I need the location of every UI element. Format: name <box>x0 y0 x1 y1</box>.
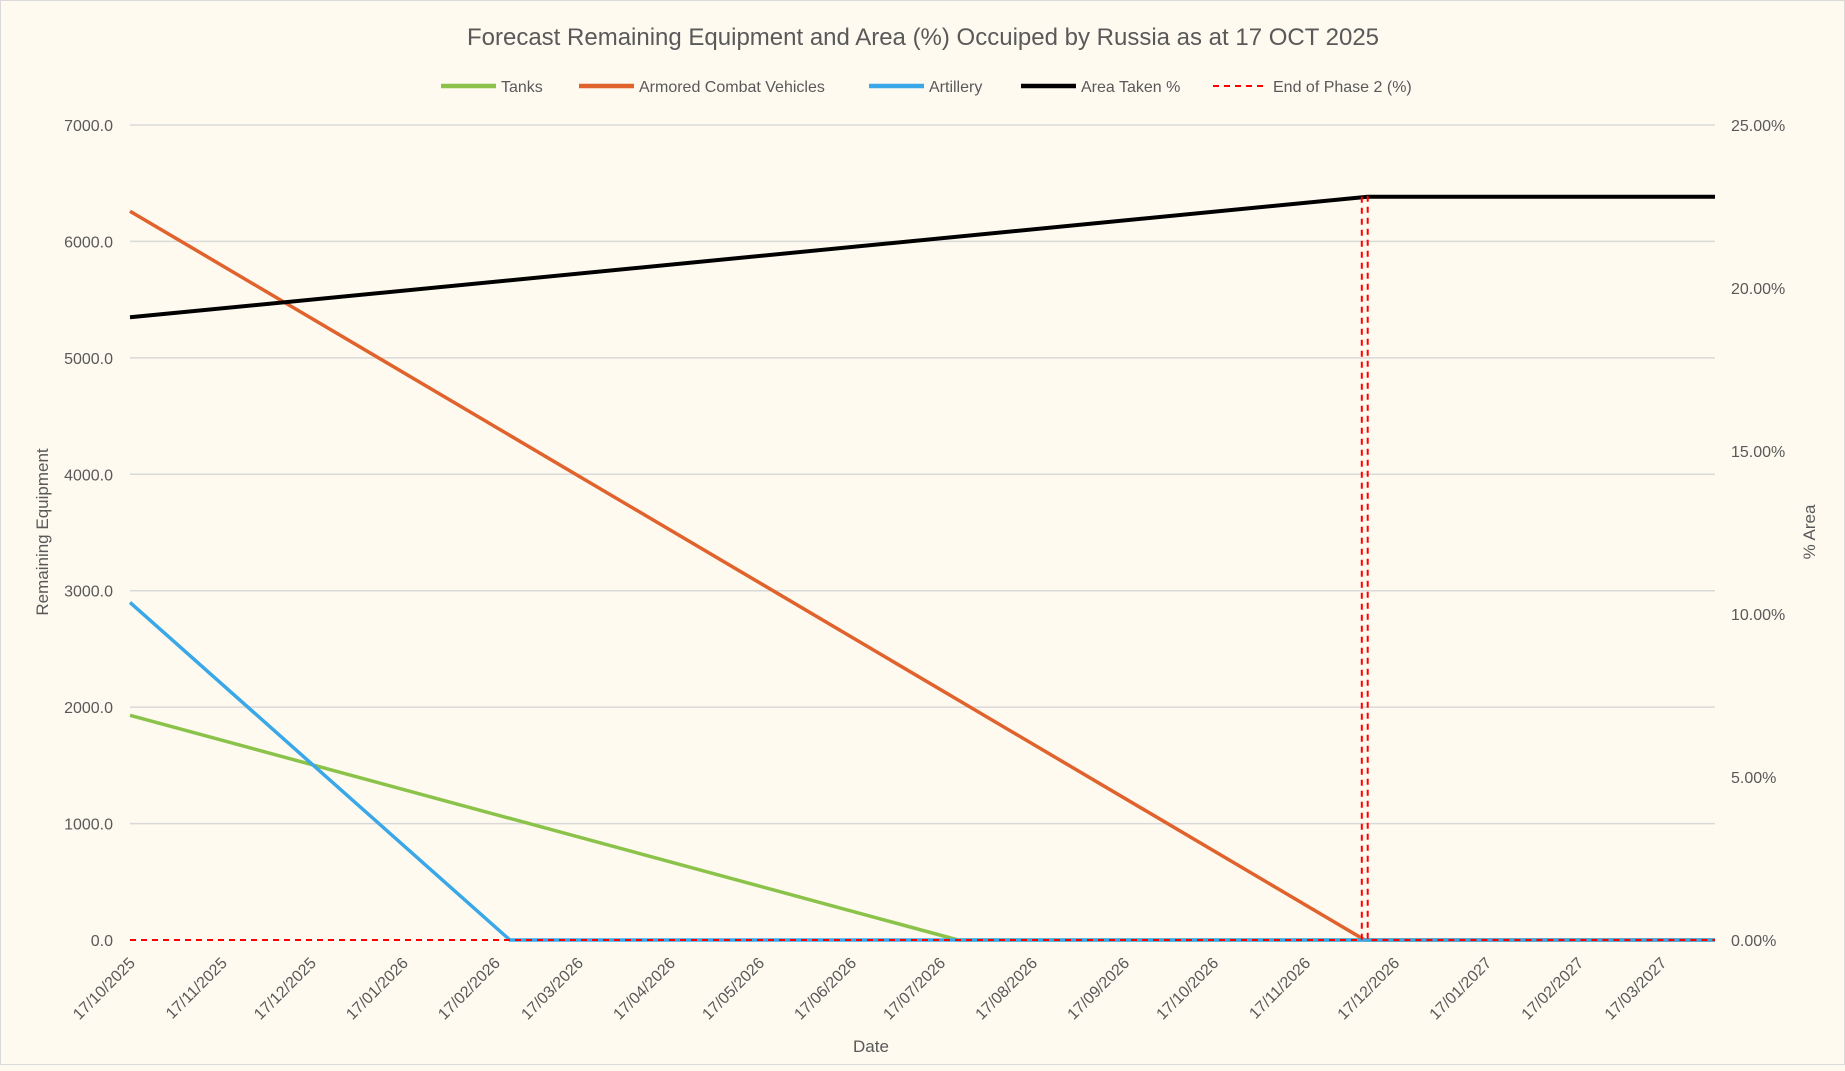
series-line-artillery <box>128 601 1715 942</box>
x-axis-title: Date <box>853 1037 889 1056</box>
legend: Tanks Armored Combat Vehicles Artillery Are… <box>441 79 1412 96</box>
chart-title: Forecast Remaining Equipment and Area (%… <box>467 24 1379 51</box>
x-tick-label: 17/11/2026 <box>1246 955 1314 1023</box>
y2-axis-ticks: 0.00% 5.00% 10.00% 15.00% 20.00% 25.00% <box>1731 118 1785 950</box>
x-tick-label: 17/10/2025 <box>70 955 139 1024</box>
legend-label: Armored Combat Vehicles <box>639 79 825 96</box>
x-tick-label: 17/08/2026 <box>973 955 1042 1024</box>
x-tick-label: 17/03/2027 <box>1602 955 1671 1024</box>
y2-tick-label: 25.00% <box>1731 118 1785 135</box>
x-tick-label: 17/12/2026 <box>1335 955 1404 1024</box>
x-tick-label: 17/02/2027 <box>1519 955 1588 1024</box>
series-line-end-of-phase-2 <box>130 195 1715 941</box>
y-tick-label: 6000.0 <box>64 234 113 251</box>
x-tick-label: 17/01/2027 <box>1427 955 1496 1024</box>
legend-label: End of Phase 2 (%) <box>1273 79 1412 96</box>
x-tick-label: 17/11/2025 <box>163 955 231 1023</box>
x-tick-label: 17/07/2026 <box>880 955 949 1024</box>
legend-label: Artillery <box>929 79 982 96</box>
y2-tick-label: 20.00% <box>1731 281 1785 298</box>
y2-tick-label: 15.00% <box>1731 444 1785 461</box>
x-tick-label: 17/03/2026 <box>518 955 587 1024</box>
series-line-area-taken <box>129 194 1715 320</box>
y2-axis-title: % Area <box>1800 504 1819 559</box>
legend-label: Area Taken % <box>1081 79 1180 96</box>
y-tick-label: 5000.0 <box>64 351 113 368</box>
y-axis-title: Remaining Equipment <box>33 448 52 616</box>
y-tick-label: 2000.0 <box>64 700 113 717</box>
y2-tick-label: 0.00% <box>1731 933 1776 950</box>
x-tick-label: 17/01/2026 <box>343 955 412 1024</box>
x-tick-label: 17/06/2026 <box>791 955 860 1024</box>
x-tick-label: 17/04/2026 <box>610 955 679 1024</box>
x-axis-ticks: 17/10/2025 17/11/2025 17/12/2025 17/01/2026… <box>70 955 1670 1024</box>
y-axis-ticks: 0.0 1000.0 2000.0 3000.0 4000.0 5000.0 6000.0 7… <box>64 118 113 950</box>
series-line-tanks <box>129 713 1715 942</box>
y-tick-label: 1000.0 <box>64 817 113 834</box>
x-tick-label: 17/05/2026 <box>699 955 768 1024</box>
series-line-armored-combat-vehicles <box>129 209 1715 942</box>
series-lines <box>128 194 1715 942</box>
x-tick-label: 17/09/2026 <box>1065 955 1134 1024</box>
y2-tick-label: 10.00% <box>1731 607 1785 624</box>
legend-label: Tanks <box>501 79 543 96</box>
x-tick-label: 17/10/2026 <box>1154 955 1223 1024</box>
y-tick-label: 7000.0 <box>64 118 113 135</box>
gridlines <box>130 124 1715 825</box>
y-tick-label: 4000.0 <box>64 467 113 484</box>
y-tick-label: 3000.0 <box>64 584 113 601</box>
y-tick-label: 0.0 <box>91 933 113 950</box>
x-tick-label: 17/12/2025 <box>251 955 320 1024</box>
x-tick-label: 17/02/2026 <box>435 955 504 1024</box>
y2-tick-label: 5.00% <box>1731 770 1776 787</box>
